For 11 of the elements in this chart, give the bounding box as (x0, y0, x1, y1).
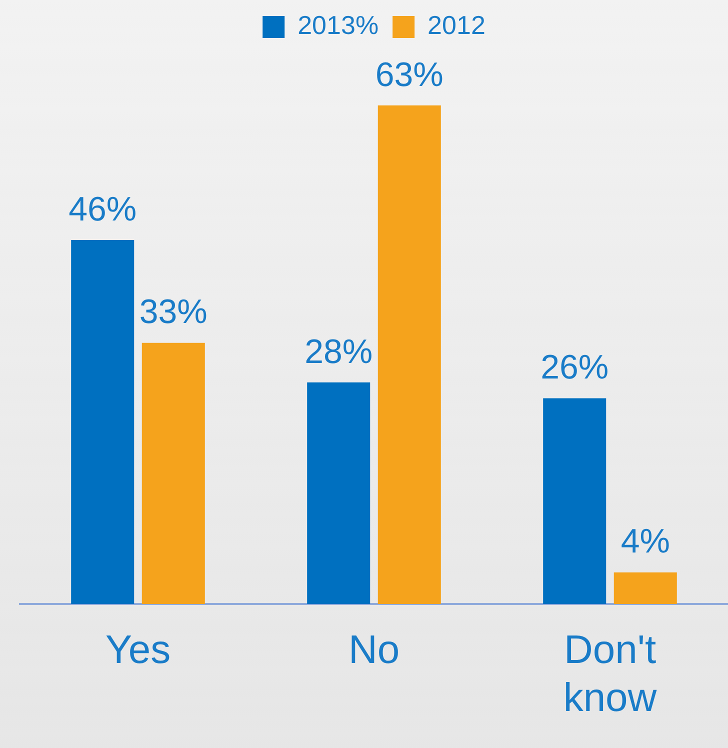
legend-label: 2012 (428, 10, 486, 40)
x-tick-label: Don't know (563, 628, 657, 720)
data-label: 28% (304, 332, 373, 371)
data-label: 26% (540, 348, 609, 387)
x-tick-label: No (348, 628, 400, 672)
data-label: 63% (375, 56, 444, 94)
data-label: 46% (68, 190, 137, 228)
legend-label: 2013% (298, 10, 379, 40)
data-label: 4% (620, 522, 670, 561)
data-label: 33% (139, 293, 208, 332)
x-tick-label: Yes (105, 628, 171, 672)
